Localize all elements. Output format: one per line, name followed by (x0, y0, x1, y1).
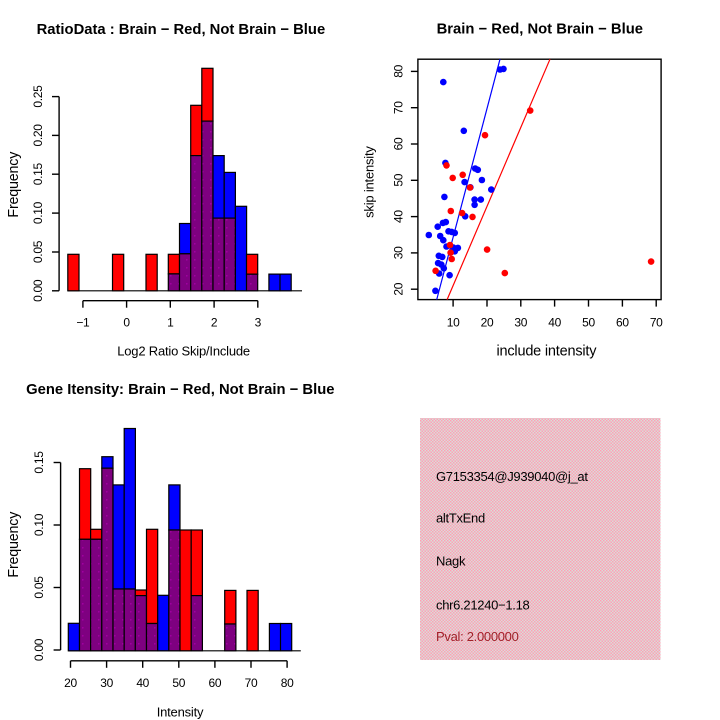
svg-text:70: 70 (650, 316, 663, 330)
svg-text:Pval: 2.000000: Pval: 2.000000 (436, 629, 519, 644)
svg-text:1: 1 (167, 316, 174, 330)
svg-text:Frequency: Frequency (6, 511, 22, 578)
svg-text:−1: −1 (76, 316, 90, 330)
svg-text:80: 80 (391, 64, 405, 77)
svg-text:20: 20 (64, 676, 77, 690)
svg-text:40: 40 (548, 316, 561, 330)
svg-text:Brain − Red, Not Brain − Blue: Brain − Red, Not Brain − Blue (437, 22, 643, 38)
svg-text:50: 50 (172, 676, 185, 690)
svg-text:0.25: 0.25 (31, 85, 45, 108)
svg-text:30: 30 (100, 676, 113, 690)
svg-text:0.20: 0.20 (31, 124, 45, 147)
svg-text:10: 10 (447, 316, 460, 330)
svg-text:30: 30 (391, 246, 405, 259)
svg-text:Gene Itensity: Brain − Red, No: Gene Itensity: Brain − Red, Not Brain − … (26, 382, 334, 398)
svg-text:70: 70 (245, 676, 258, 690)
svg-text:70: 70 (391, 101, 405, 114)
svg-text:0.15: 0.15 (32, 451, 46, 474)
svg-text:60: 60 (209, 676, 222, 690)
svg-text:chr6.21240−1.18: chr6.21240−1.18 (436, 598, 530, 613)
svg-text:40: 40 (391, 210, 405, 223)
svg-text:Intensity: Intensity (157, 705, 204, 720)
svg-text:50: 50 (582, 316, 595, 330)
svg-text:0: 0 (123, 316, 130, 330)
svg-text:40: 40 (136, 676, 149, 690)
svg-text:Frequency: Frequency (6, 151, 22, 218)
svg-text:0.05: 0.05 (31, 240, 45, 263)
svg-text:0.10: 0.10 (32, 513, 46, 536)
svg-text:include intensity: include intensity (497, 344, 598, 360)
svg-text:20: 20 (481, 316, 494, 330)
svg-text:60: 60 (391, 137, 405, 150)
svg-text:0.15: 0.15 (31, 162, 45, 185)
svg-text:60: 60 (616, 316, 629, 330)
svg-text:30: 30 (514, 316, 527, 330)
svg-text:3: 3 (255, 316, 262, 330)
svg-text:80: 80 (281, 676, 294, 690)
svg-text:0.00: 0.00 (32, 638, 46, 661)
svg-text:20: 20 (391, 282, 405, 295)
svg-text:G7153354@J939040@j_at: G7153354@J939040@j_at (436, 469, 588, 484)
svg-text:RatioData : Brain − Red, Not B: RatioData : Brain − Red, Not Brain − Blu… (37, 22, 326, 38)
svg-text:Log2 Ratio Skip/Include: Log2 Ratio Skip/Include (117, 344, 250, 359)
svg-text:50: 50 (391, 173, 405, 186)
svg-text:Nagk: Nagk (436, 554, 466, 569)
svg-text:altTxEnd: altTxEnd (436, 511, 485, 526)
svg-text:0.05: 0.05 (32, 576, 46, 599)
svg-text:0.10: 0.10 (31, 201, 45, 224)
svg-text:2: 2 (211, 316, 218, 330)
svg-text:skip intensity: skip intensity (362, 146, 377, 218)
svg-text:0.00: 0.00 (31, 279, 45, 302)
